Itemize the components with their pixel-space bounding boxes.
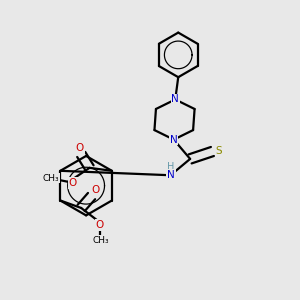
Text: CH₃: CH₃ <box>43 174 59 183</box>
Text: S: S <box>216 146 222 157</box>
Text: O: O <box>76 143 84 153</box>
Text: O: O <box>91 185 99 195</box>
Text: N: N <box>171 94 179 104</box>
Text: CH₃: CH₃ <box>93 236 110 244</box>
Text: H: H <box>167 162 175 172</box>
Text: O: O <box>95 220 104 230</box>
Text: O: O <box>68 178 77 188</box>
Text: N: N <box>170 135 178 145</box>
Text: N: N <box>167 170 175 180</box>
